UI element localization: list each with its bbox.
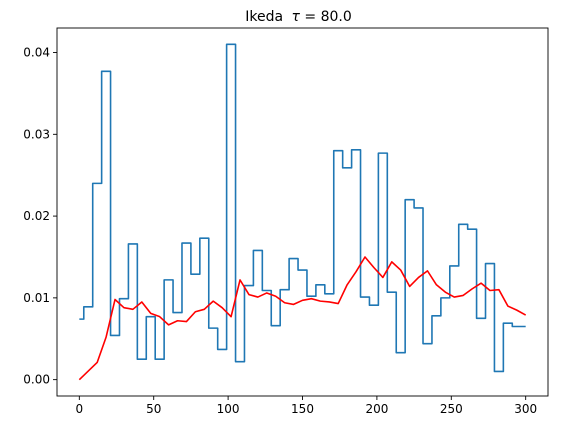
chart-title: Ikeda τ = 80.0: [245, 9, 352, 25]
y-tick-label: 0.03: [23, 127, 50, 141]
chart-title-value: = 80.0: [304, 9, 351, 25]
x-tick-label: 0: [75, 402, 83, 416]
series-line-2: [78, 256, 527, 381]
y-tick-label: 0.00: [23, 373, 50, 387]
plot-area: 0 50 100 150 200 250 300 0.00 0.01 0.02 0.03 0.04: [23, 27, 549, 416]
chart-title-prefix: Ikeda: [245, 9, 283, 25]
y-tick-label: 0.02: [23, 209, 50, 223]
x-tick-label: 250: [440, 402, 463, 416]
x-tick-label: 50: [146, 402, 161, 416]
chart-title-symbol: τ: [292, 9, 301, 25]
x-tick-label: 300: [514, 402, 537, 416]
y-tick-label: 0.04: [23, 46, 50, 60]
y-tick-label: 0.01: [23, 291, 50, 305]
x-tick-label: 100: [217, 402, 240, 416]
x-tick-label: 200: [365, 402, 388, 416]
x-tick-label: 150: [291, 402, 314, 416]
series-line-1: [79, 43, 526, 373]
